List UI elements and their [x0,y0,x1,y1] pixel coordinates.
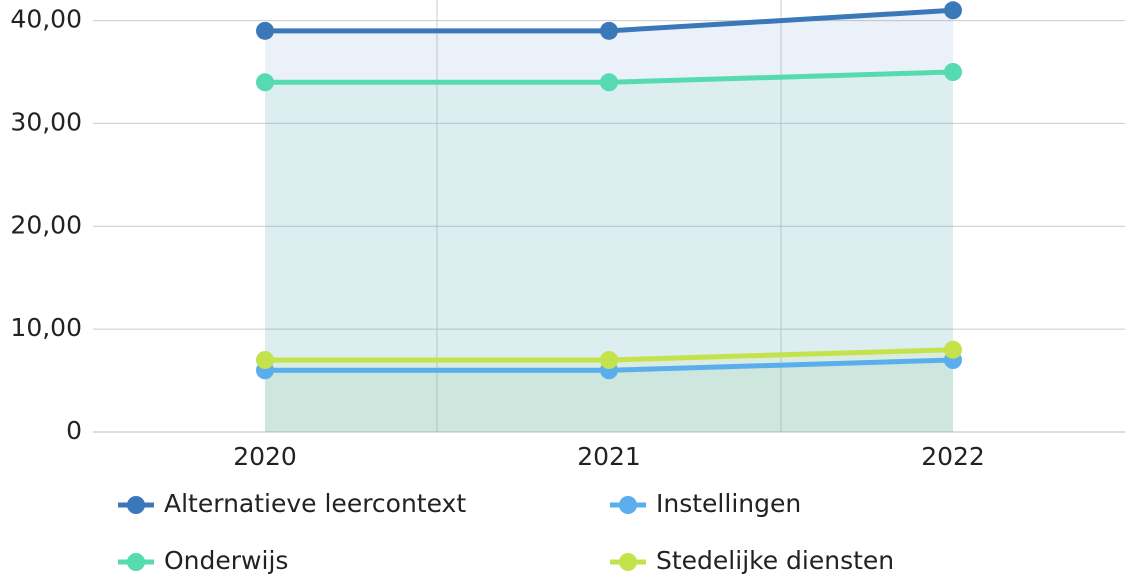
y-tick-label: 20,00 [10,210,82,239]
legend-dot [619,553,637,571]
y-tick-label: 0 [66,416,82,445]
point [944,63,962,81]
legend-dot [127,496,145,514]
x-tick-label: 2021 [577,442,641,471]
legend-label: Onderwijs [164,546,288,575]
point [256,351,274,369]
area [265,10,953,433]
legend-dot [127,553,145,571]
point [600,21,618,40]
y-tick-label: 40,00 [10,5,82,34]
y-tick-label: 10,00 [10,313,82,342]
point [944,340,962,359]
legend-label: Alternatieve leercontext [164,489,466,518]
legend-label: Stedelijke diensten [656,546,894,575]
area [265,360,953,432]
area [265,72,953,432]
point [600,73,618,92]
point [256,21,274,40]
y-tick-label: 30,00 [10,107,82,136]
x-tick-label: 2022 [921,442,985,471]
legend-label: Instellingen [656,489,801,518]
point [256,73,274,92]
point [944,1,962,20]
legend-dot [619,496,637,514]
point [600,351,618,369]
x-tick-label: 2020 [233,442,297,471]
